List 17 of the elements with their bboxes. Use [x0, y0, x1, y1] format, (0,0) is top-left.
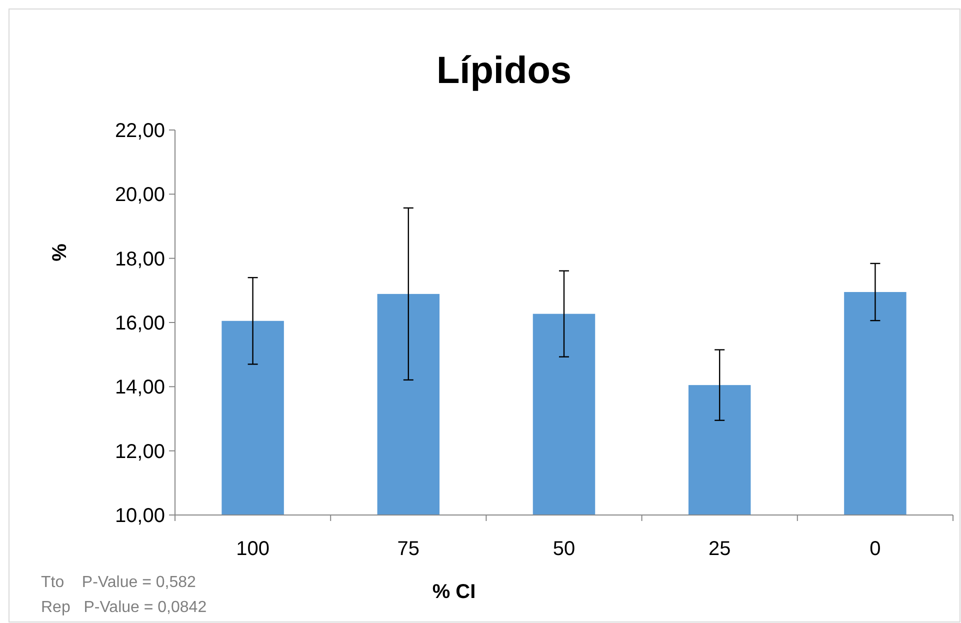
text: Tto P-Value = 0,582	[41, 574, 196, 591]
x-tick-label: 0	[870, 538, 881, 560]
text: Rep P-Value = 0,0842	[41, 599, 207, 616]
x-tick-label: 50	[552, 538, 576, 560]
y-axis-title: %	[49, 243, 71, 262]
x-tick-label: 25	[708, 538, 731, 560]
y-tick-label: 16,00	[114, 312, 165, 334]
y-tick-label: 12,00	[114, 440, 165, 463]
x-tick-label: 75	[397, 538, 420, 560]
x-axis-title: % CI	[432, 581, 476, 603]
y-tick-label: 20,00	[114, 184, 165, 206]
y-tick-label: 14,00	[114, 376, 165, 399]
x-tick-label: 100	[236, 538, 270, 560]
chart-title: Lípidos	[436, 50, 572, 92]
y-tick-label: 18,00	[114, 248, 165, 270]
y-tick-label: 10,00	[114, 505, 165, 527]
y-tick-label: 22,00	[114, 120, 165, 142]
